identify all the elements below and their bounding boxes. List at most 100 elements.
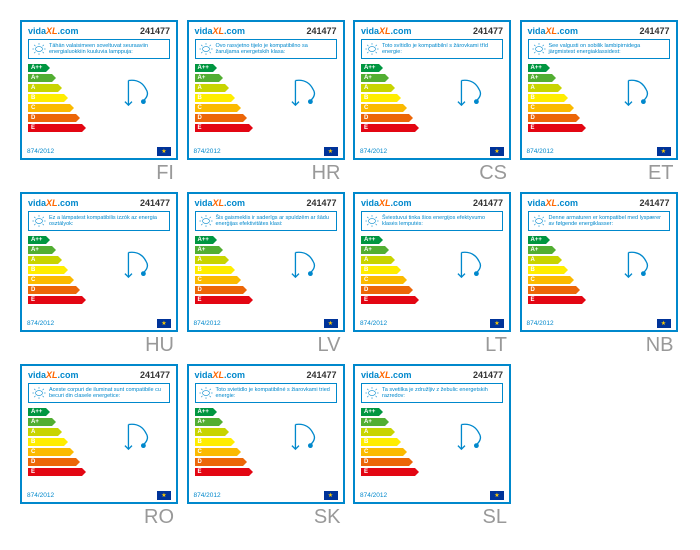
description-box: Šis gaismeklis ir saderīgs ar spuldzēm a… bbox=[195, 211, 337, 231]
energy-class-bar: A+ bbox=[361, 74, 385, 82]
energy-class-bar: D bbox=[28, 286, 76, 294]
language-code: NB bbox=[520, 332, 678, 358]
label-header: vidaXL.com241477 bbox=[359, 198, 505, 208]
product-number: 241477 bbox=[306, 198, 336, 208]
energy-class-bar: B bbox=[28, 266, 64, 274]
pointer-icon bbox=[620, 249, 658, 293]
product-number: 241477 bbox=[639, 198, 669, 208]
energy-class-bar: A++ bbox=[28, 236, 46, 244]
energy-label-card: vidaXL.com241477Aceste corpuri de ilumin… bbox=[20, 364, 178, 504]
description-box: Toto svítidlo je kompatibilní s žárovkam… bbox=[361, 39, 503, 59]
energy-class-bar: A++ bbox=[528, 236, 546, 244]
energy-class-bar: E bbox=[28, 468, 82, 476]
description-text: Tähän valaisimeen soveltuvat seuraaviin … bbox=[49, 43, 166, 55]
eu-flag-icon: ★ bbox=[324, 491, 338, 500]
regulation-text: 874/2012 bbox=[527, 148, 554, 155]
energy-class-bar: B bbox=[195, 94, 231, 102]
eu-flag-icon: ★ bbox=[324, 319, 338, 328]
energy-class-bar: A+ bbox=[195, 74, 219, 82]
energy-label-card: vidaXL.com241477Ta svetilka je združljiv… bbox=[353, 364, 511, 504]
energy-class-bar: A bbox=[361, 256, 391, 264]
energy-label-cell: vidaXL.com241477 Šis gaismeklis ir saderī… bbox=[187, 192, 345, 358]
label-header: vidaXL.com241477 bbox=[26, 198, 172, 208]
label-footer: 874/2012★ bbox=[191, 489, 341, 500]
energy-class-bar: A+ bbox=[28, 246, 52, 254]
energy-class-bar: C bbox=[195, 104, 237, 112]
product-number: 241477 bbox=[306, 26, 336, 36]
regulation-text: 874/2012 bbox=[27, 148, 54, 155]
energy-class-bar: A bbox=[528, 256, 558, 264]
energy-arrows: A++A+ABCDE bbox=[195, 63, 337, 132]
energy-class-bar: E bbox=[361, 296, 415, 304]
description-box: Tähän valaisimeen soveltuvat seuraaviin … bbox=[28, 39, 170, 59]
pointer-icon bbox=[120, 421, 158, 465]
energy-class-bar: A++ bbox=[361, 64, 379, 72]
energy-class-bar: A bbox=[361, 84, 391, 92]
energy-class-bar: D bbox=[361, 114, 409, 122]
energy-class-bar: A+ bbox=[28, 418, 52, 426]
energy-arrows: A++A+ABCDE bbox=[28, 63, 170, 132]
label-footer: 874/2012★ bbox=[357, 317, 507, 328]
energy-class-bar: A+ bbox=[195, 418, 219, 426]
energy-label-cell: vidaXL.com241477 Ez a lámpatest kompatibi… bbox=[20, 192, 178, 358]
energy-class-bar: A+ bbox=[195, 246, 219, 254]
energy-class-bar: E bbox=[195, 468, 249, 476]
eu-flag-icon: ★ bbox=[157, 147, 171, 156]
energy-arrows: A++A+ABCDE bbox=[361, 235, 503, 304]
brand-logo: vidaXL.com bbox=[28, 26, 79, 36]
energy-class-bar: B bbox=[361, 266, 397, 274]
pointer-icon bbox=[453, 249, 491, 293]
label-footer: 874/2012★ bbox=[524, 145, 674, 156]
energy-class-bar: C bbox=[361, 448, 403, 456]
energy-label-cell: vidaXL.com241477 See valgusti on sobilik … bbox=[520, 20, 678, 186]
description-text: Šviestuvui tinka šios energijos efektyvu… bbox=[382, 215, 499, 227]
regulation-text: 874/2012 bbox=[194, 148, 221, 155]
energy-class-bar: C bbox=[28, 104, 70, 112]
description-text: See valgusti on sobilik lambipirnidega j… bbox=[549, 43, 666, 55]
energy-class-bar: A++ bbox=[28, 408, 46, 416]
energy-class-bar: B bbox=[528, 94, 564, 102]
energy-class-bar: C bbox=[528, 104, 570, 112]
energy-class-bar: D bbox=[28, 458, 76, 466]
regulation-text: 874/2012 bbox=[360, 492, 387, 499]
regulation-text: 874/2012 bbox=[360, 148, 387, 155]
brand-logo: vidaXL.com bbox=[361, 370, 412, 380]
energy-class-bar: A++ bbox=[195, 408, 213, 416]
energy-class-bar: D bbox=[28, 114, 76, 122]
brand-logo: vidaXL.com bbox=[528, 26, 579, 36]
energy-class-bar: C bbox=[195, 276, 237, 284]
label-header: vidaXL.com241477 bbox=[193, 198, 339, 208]
energy-label-card: vidaXL.com241477Toto svietidlo je kompat… bbox=[187, 364, 345, 504]
regulation-text: 874/2012 bbox=[27, 492, 54, 499]
energy-class-bar: A+ bbox=[528, 246, 552, 254]
energy-class-bar: C bbox=[28, 276, 70, 284]
regulation-text: 874/2012 bbox=[360, 320, 387, 327]
label-header: vidaXL.com241477 bbox=[359, 26, 505, 36]
description-box: Šviestuvui tinka šios energijos efektyvu… bbox=[361, 211, 503, 231]
product-number: 241477 bbox=[473, 198, 503, 208]
energy-label-card: vidaXL.com241477 Šviestuvui tinka šios en… bbox=[353, 192, 511, 332]
energy-class-bar: E bbox=[528, 296, 582, 304]
energy-class-bar: B bbox=[195, 438, 231, 446]
description-text: Ez a lámpatest kompatibilis izzók az ene… bbox=[49, 215, 166, 227]
energy-arrows: A++A+ABCDE bbox=[528, 235, 670, 304]
pointer-icon bbox=[120, 77, 158, 121]
description-box: Denne armaturen er kompatibel med lyspær… bbox=[528, 211, 670, 231]
language-code: LV bbox=[187, 332, 345, 358]
label-header: vidaXL.com241477 bbox=[526, 26, 672, 36]
label-header: vidaXL.com241477 bbox=[359, 370, 505, 380]
energy-class-bar: E bbox=[195, 296, 249, 304]
language-code: SL bbox=[353, 504, 511, 530]
energy-class-bar: D bbox=[195, 286, 243, 294]
energy-class-bar: A bbox=[361, 428, 391, 436]
energy-label-cell: vidaXL.com241477Toto svietidlo je kompat… bbox=[187, 364, 345, 530]
energy-label-card: vidaXL.com241477 Ez a lámpatest kompatibi… bbox=[20, 192, 178, 332]
description-box: Toto svietidlo je kompatibilné s žiarovk… bbox=[195, 383, 337, 403]
energy-label-card: vidaXL.com241477 Toto svítidlo je kompati… bbox=[353, 20, 511, 160]
label-footer: 874/2012 ★ bbox=[24, 145, 174, 156]
energy-label-cell: vidaXL.com241477Aceste corpuri de ilumin… bbox=[20, 364, 178, 530]
energy-class-bar: A+ bbox=[528, 74, 552, 82]
product-number: 241477 bbox=[140, 26, 170, 36]
energy-class-bar: D bbox=[528, 114, 576, 122]
language-code: HR bbox=[187, 160, 345, 186]
